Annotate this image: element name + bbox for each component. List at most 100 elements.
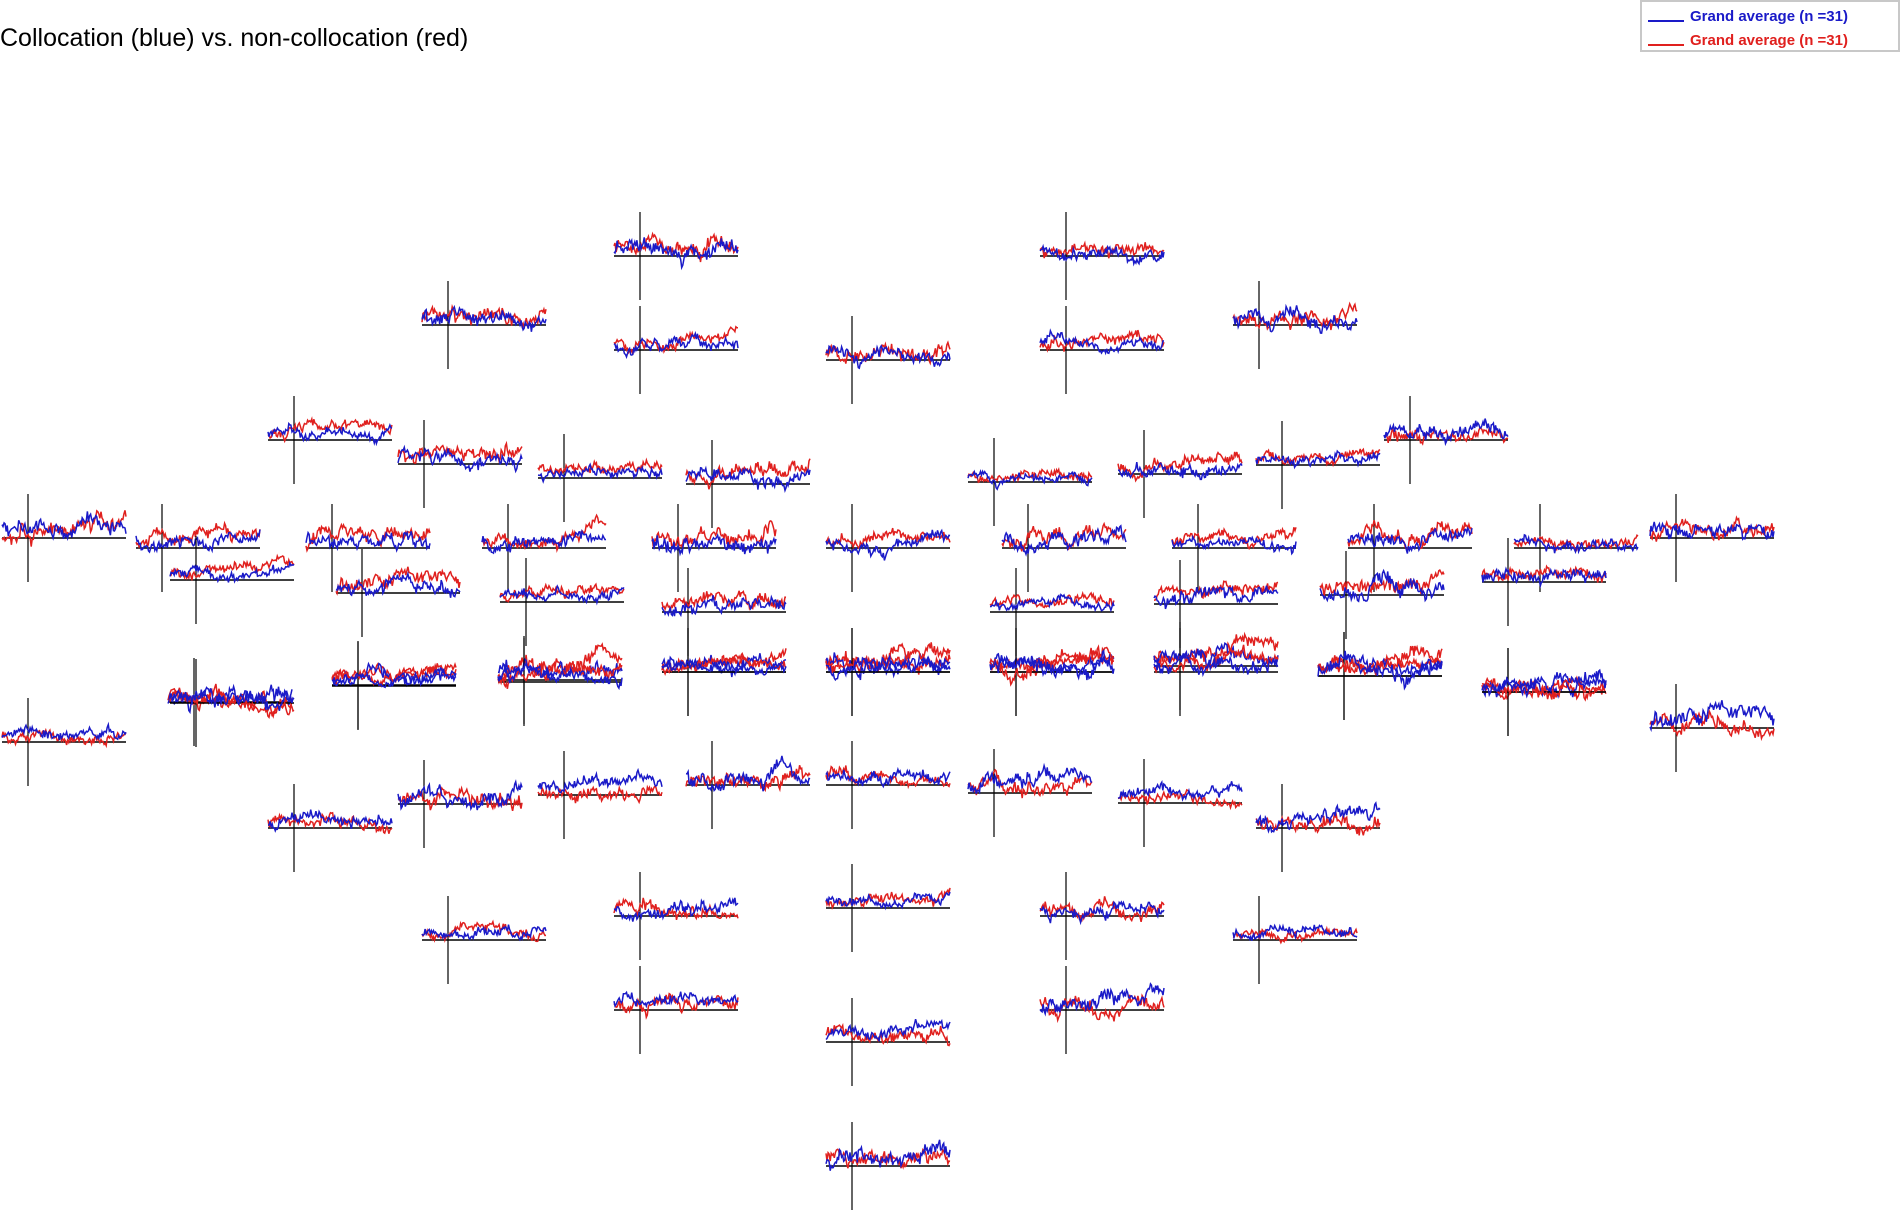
series-line-blue <box>305 530 431 553</box>
series-line-blue <box>1649 521 1775 541</box>
series-line-blue <box>825 766 951 789</box>
electrode-panel <box>825 741 951 829</box>
series-line-red <box>1255 812 1381 836</box>
series-line-blue <box>421 304 547 332</box>
electrode-panel <box>1 698 127 786</box>
series-line-blue <box>1481 672 1607 699</box>
series-line-red <box>1 509 127 547</box>
electrode-panel <box>1232 896 1358 984</box>
series-line-red <box>1039 329 1165 353</box>
series-line-blue <box>989 593 1115 613</box>
series-line-blue <box>267 421 393 447</box>
electrode-panel <box>135 504 261 592</box>
series-line-blue <box>169 560 295 584</box>
electrode-panel <box>1232 281 1358 369</box>
series-line-blue <box>661 653 787 678</box>
series-line-red <box>1117 451 1243 483</box>
electrode-panel <box>661 628 787 716</box>
series-line-blue <box>825 1139 951 1171</box>
series-line-red <box>169 553 295 581</box>
series-line-red <box>613 897 739 921</box>
electrode-panel <box>1039 212 1165 300</box>
series-line-red <box>1 727 127 749</box>
series-line-blue <box>537 462 663 484</box>
series-line-red <box>661 652 787 676</box>
electrode-panel <box>1255 784 1381 872</box>
series-line-blue <box>661 658 787 676</box>
electrode-panel <box>613 212 739 300</box>
series-line-blue <box>1255 449 1381 470</box>
series-line-red <box>1481 675 1607 700</box>
legend: Grand average (n =31) Grand average (n =… <box>1640 0 1900 52</box>
series-line-blue <box>499 584 625 606</box>
series-line-blue <box>1153 585 1279 610</box>
series-line-blue <box>1171 534 1297 556</box>
electrode-panel <box>305 504 431 592</box>
electrode-panel <box>613 966 739 1054</box>
electrode-panel <box>1117 430 1243 518</box>
electrode-panel <box>613 872 739 960</box>
series-line-blue <box>135 529 261 554</box>
electrode-panel <box>967 438 1093 526</box>
series-line-blue <box>1039 982 1165 1017</box>
electrode-panel <box>1481 648 1607 736</box>
series-line-blue <box>1649 700 1775 733</box>
series-line-blue <box>1153 649 1279 678</box>
series-line-red <box>989 644 1114 687</box>
series-line-blue <box>651 533 777 557</box>
series-line-blue <box>1347 526 1473 554</box>
series-line-blue <box>1232 303 1358 335</box>
series-line-blue <box>1001 524 1127 557</box>
electrode-panel <box>1001 504 1127 592</box>
series-line-red <box>825 340 951 366</box>
electrode-panel <box>651 504 777 592</box>
electrode-panel <box>335 549 461 637</box>
series-line-red <box>685 764 811 793</box>
series-line-blue <box>613 896 739 922</box>
electrode-panel <box>825 864 951 952</box>
legend-label-red: Grand average (n =31) <box>1690 32 1848 49</box>
legend-swatch-red <box>1648 44 1684 46</box>
series-line-blue <box>1481 566 1607 589</box>
electrode-panel <box>499 558 625 646</box>
series-line-blue <box>1039 900 1165 926</box>
electrode-panel <box>1383 396 1509 484</box>
series-line-red <box>989 590 1115 609</box>
series-line-blue <box>825 1018 951 1042</box>
series-line-blue <box>481 528 607 555</box>
series-line-blue <box>497 661 623 691</box>
series-line-blue <box>613 990 739 1009</box>
series-line-blue <box>825 528 951 561</box>
series-line-red <box>335 566 461 596</box>
electrode-panel <box>397 420 523 508</box>
series-line-red <box>305 522 431 553</box>
series-line-red <box>537 784 663 805</box>
electrode-panel <box>421 896 547 984</box>
series-line-blue <box>397 444 523 474</box>
series-line-red <box>1347 520 1473 552</box>
electrode-panel <box>989 628 1115 716</box>
electrode-panel <box>169 536 295 624</box>
series-line-blue <box>1039 243 1165 267</box>
electrode-panel <box>421 281 547 369</box>
series-line-blue <box>421 924 547 942</box>
series-line-blue <box>397 779 523 812</box>
electrode-panel <box>825 316 951 404</box>
electrode-panel <box>331 642 457 730</box>
series-line-blue <box>537 767 663 794</box>
series-line-blue <box>1319 568 1445 603</box>
series-line-red <box>267 811 393 835</box>
series-line-blue <box>1 721 127 741</box>
series-line-blue <box>167 683 293 715</box>
series-line-blue <box>1255 801 1381 834</box>
series-line-blue <box>989 648 1115 681</box>
electrode-panel <box>989 568 1115 656</box>
electrode-panel <box>613 306 739 394</box>
page-title: Collocation (blue) vs. non-collocation (… <box>0 24 469 52</box>
electrode-panel <box>537 751 663 839</box>
electrode-panel <box>1039 966 1165 1054</box>
series-line-blue <box>661 594 787 618</box>
series-line-red <box>497 660 623 689</box>
series-line-blue <box>825 654 951 682</box>
series-line-red <box>1383 426 1509 446</box>
